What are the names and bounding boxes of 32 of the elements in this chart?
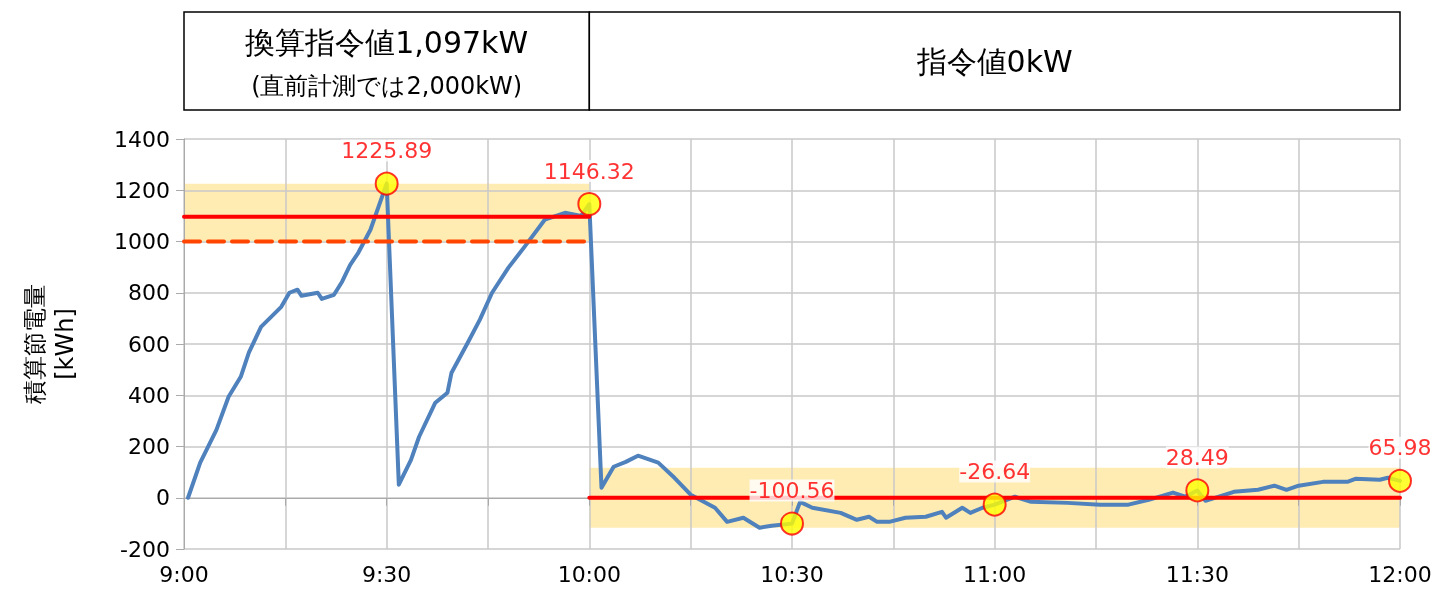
- y-tick-label: 0: [156, 485, 170, 511]
- point: [374, 171, 399, 196]
- data-label: 1146.32: [543, 158, 635, 184]
- point: [577, 192, 602, 216]
- x-tick-label: 12:00: [1368, 561, 1432, 587]
- text: 換算指令値1,097kW: [245, 24, 529, 60]
- point: [780, 511, 804, 536]
- y-axis-title: 積算節電量 [kWh]: [21, 284, 79, 404]
- y-tick-label: 1000: [114, 229, 170, 254]
- y-tick-label: 200: [128, 434, 170, 459]
- text: (直前計測では2,000kW): [251, 72, 523, 100]
- x-tick-label: 10:30: [760, 561, 824, 587]
- data-label: 1225.89: [341, 138, 433, 164]
- x-tick-label: 11:00: [962, 561, 1027, 587]
- y-tick-label: 600: [128, 331, 170, 357]
- text: 指令値0kW: [915, 43, 1073, 79]
- x-tick-label: 11:30: [1165, 561, 1230, 587]
- y-tick-label: 1400: [114, 126, 170, 152]
- y-tick-label: 1200: [114, 177, 170, 203]
- x-tick-label: 9:30: [361, 561, 412, 587]
- y-tick-label: 800: [128, 280, 170, 306]
- data-label: 28.49: [1165, 444, 1229, 470]
- data-label: 65.98: [1368, 435, 1432, 461]
- x-tick-label: 9:00: [159, 561, 209, 587]
- point: [1388, 468, 1412, 493]
- point: [982, 492, 1007, 517]
- y-tick-label: 400: [128, 382, 170, 408]
- x-tick-label: 10:00: [557, 561, 622, 587]
- y-tick-label: -200: [120, 536, 170, 562]
- data-label: -100.56: [749, 478, 835, 504]
- point: [1185, 478, 1210, 503]
- data-label: -26.64: [959, 459, 1031, 485]
